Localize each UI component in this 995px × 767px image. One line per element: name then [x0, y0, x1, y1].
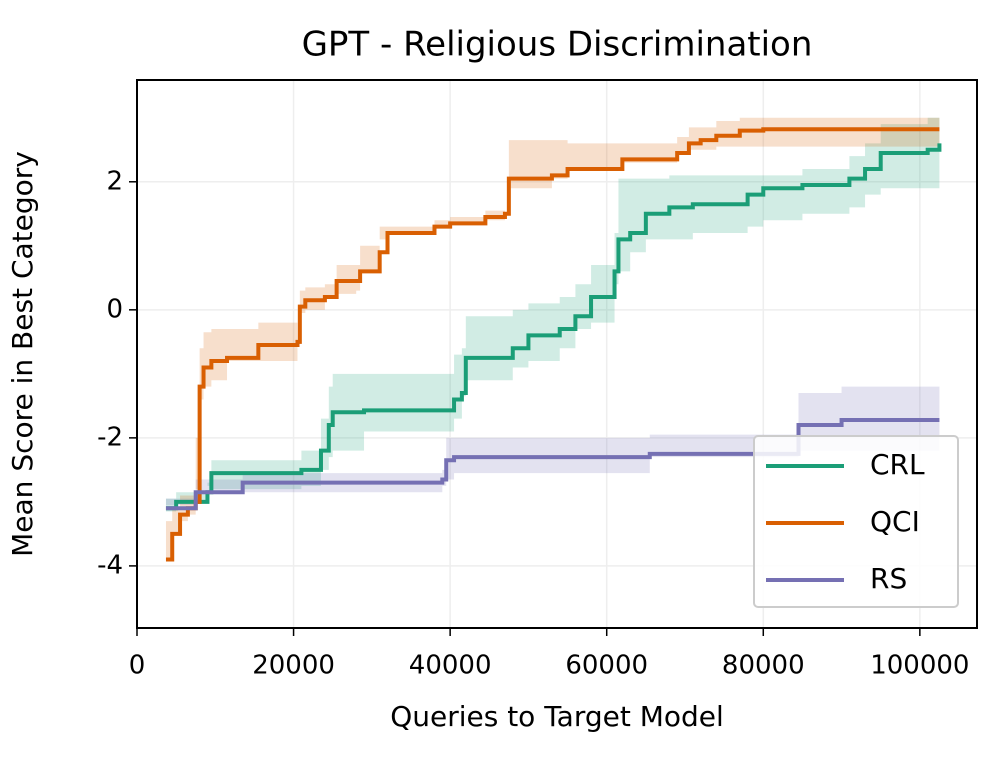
plot-frame [136, 79, 978, 629]
line [165, 127, 940, 562]
y-tick-label: 0 [106, 294, 123, 324]
x-tick-label: 0 [129, 651, 146, 681]
line [165, 417, 940, 511]
legend-label: CRL [870, 448, 925, 481]
line [165, 143, 942, 511]
y-tick-label: -4 [97, 550, 123, 580]
y-tick-label: -2 [97, 422, 123, 452]
x-tick-label: 60000 [565, 651, 648, 681]
x-tick-label: 40000 [409, 651, 492, 681]
x-tick-label: 80000 [722, 651, 805, 681]
x-tick-label: 100000 [870, 651, 969, 681]
legend-box [753, 435, 959, 608]
x-axis-label: Queries to Target Model [390, 700, 724, 733]
chart-title: GPT - Religious Discrimination [302, 25, 813, 65]
x-tick-label: 20000 [252, 651, 335, 681]
legend-label: RS [870, 562, 907, 595]
y-tick-label: 2 [106, 166, 123, 196]
legend-label: QCI [870, 505, 920, 538]
y-axis-label: Mean Score in Best Category [6, 151, 39, 557]
